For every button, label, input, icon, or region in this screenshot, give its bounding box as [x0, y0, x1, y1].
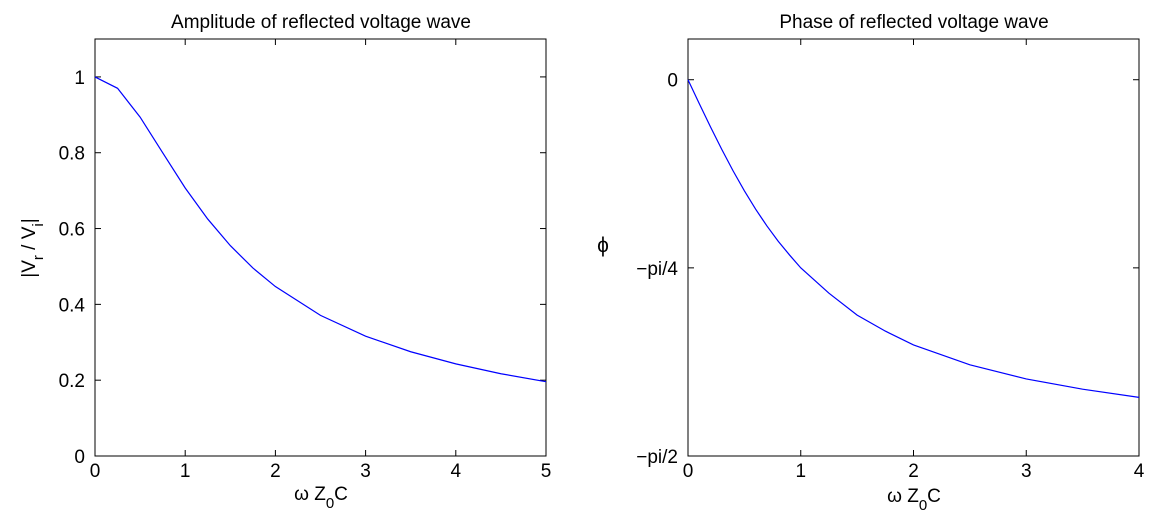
amplitude-y-tick-label: 0.8 — [59, 144, 85, 165]
amplitude-chart-title: Amplitude of reflected voltage wave — [171, 12, 471, 33]
amplitude-y-tick-label: 0.2 — [59, 371, 85, 392]
phase-xlabel-base: ω Z — [887, 486, 919, 507]
amplitude-ylabel-mid: / V — [19, 226, 40, 255]
phase-x-tick-label: 0 — [683, 461, 694, 482]
amplitude-plot-frame — [94, 38, 547, 457]
phase-y-axis-label: ϕ — [597, 234, 609, 257]
amplitude-x-tick-label: 2 — [270, 461, 281, 482]
amplitude-ylabel-end: | — [19, 218, 40, 223]
phase-chart-title: Phase of reflected voltage wave — [779, 12, 1048, 33]
phase-xlabel-after: C — [927, 486, 941, 507]
phase-chart: Phase of reflected voltage wave 0 1 2 3 4 −p… — [597, 12, 1145, 514]
phase-y-ticks: −pi/2 −pi/4 0 — [636, 71, 1139, 468]
amplitude-x-tick-label: 3 — [360, 461, 371, 482]
amplitude-x-tick-label: 4 — [451, 461, 462, 482]
phase-y-tick-label: 0 — [667, 71, 678, 92]
phase-x-axis-label: ω Z0C — [887, 486, 941, 514]
amplitude-x-tick-label: 0 — [90, 461, 101, 482]
amplitude-ylabel-sub1: r — [30, 255, 47, 260]
amplitude-x-tick-label: 5 — [541, 461, 552, 482]
phase-plot-frame — [687, 38, 1140, 457]
amplitude-y-tick-label: 0 — [74, 447, 85, 468]
amplitude-ylabel-base: |V — [19, 260, 40, 278]
phase-xlabel-sub: 0 — [919, 497, 927, 514]
amplitude-ylabel-sub2: i — [30, 223, 47, 226]
phase-x-tick-label: 4 — [1134, 461, 1145, 482]
amplitude-xlabel-sub: 0 — [326, 495, 334, 512]
amplitude-y-tick-label: 1 — [74, 68, 85, 89]
phase-x-tick-label: 1 — [795, 461, 806, 482]
phase-x-tick-label: 2 — [908, 461, 919, 482]
amplitude-y-ticks: 0 0.2 0.4 0.6 0.8 1 — [59, 68, 546, 468]
amplitude-x-tick-label: 1 — [180, 461, 191, 482]
phase-y-tick-label: −pi/4 — [636, 259, 678, 280]
amplitude-chart: Amplitude of reflected voltage wave 0 1 2 3… — [19, 12, 551, 512]
amplitude-y-tick-label: 0.6 — [59, 220, 85, 241]
phase-x-tick-label: 3 — [1021, 461, 1032, 482]
amplitude-xlabel-base: ω Z — [294, 484, 326, 505]
amplitude-y-axis-label: |Vr / Vi| — [19, 218, 47, 277]
phase-curve — [687, 79, 1140, 398]
phase-y-tick-label: −pi/2 — [636, 447, 678, 468]
amplitude-curve — [94, 76, 547, 383]
amplitude-xlabel-after: C — [334, 484, 348, 505]
amplitude-x-axis-label: ω Z0C — [294, 484, 348, 512]
amplitude-y-tick-label: 0.4 — [59, 295, 86, 316]
phase-x-ticks: 0 1 2 3 4 — [683, 39, 1145, 482]
amplitude-x-ticks: 0 1 2 3 4 5 — [90, 39, 552, 482]
